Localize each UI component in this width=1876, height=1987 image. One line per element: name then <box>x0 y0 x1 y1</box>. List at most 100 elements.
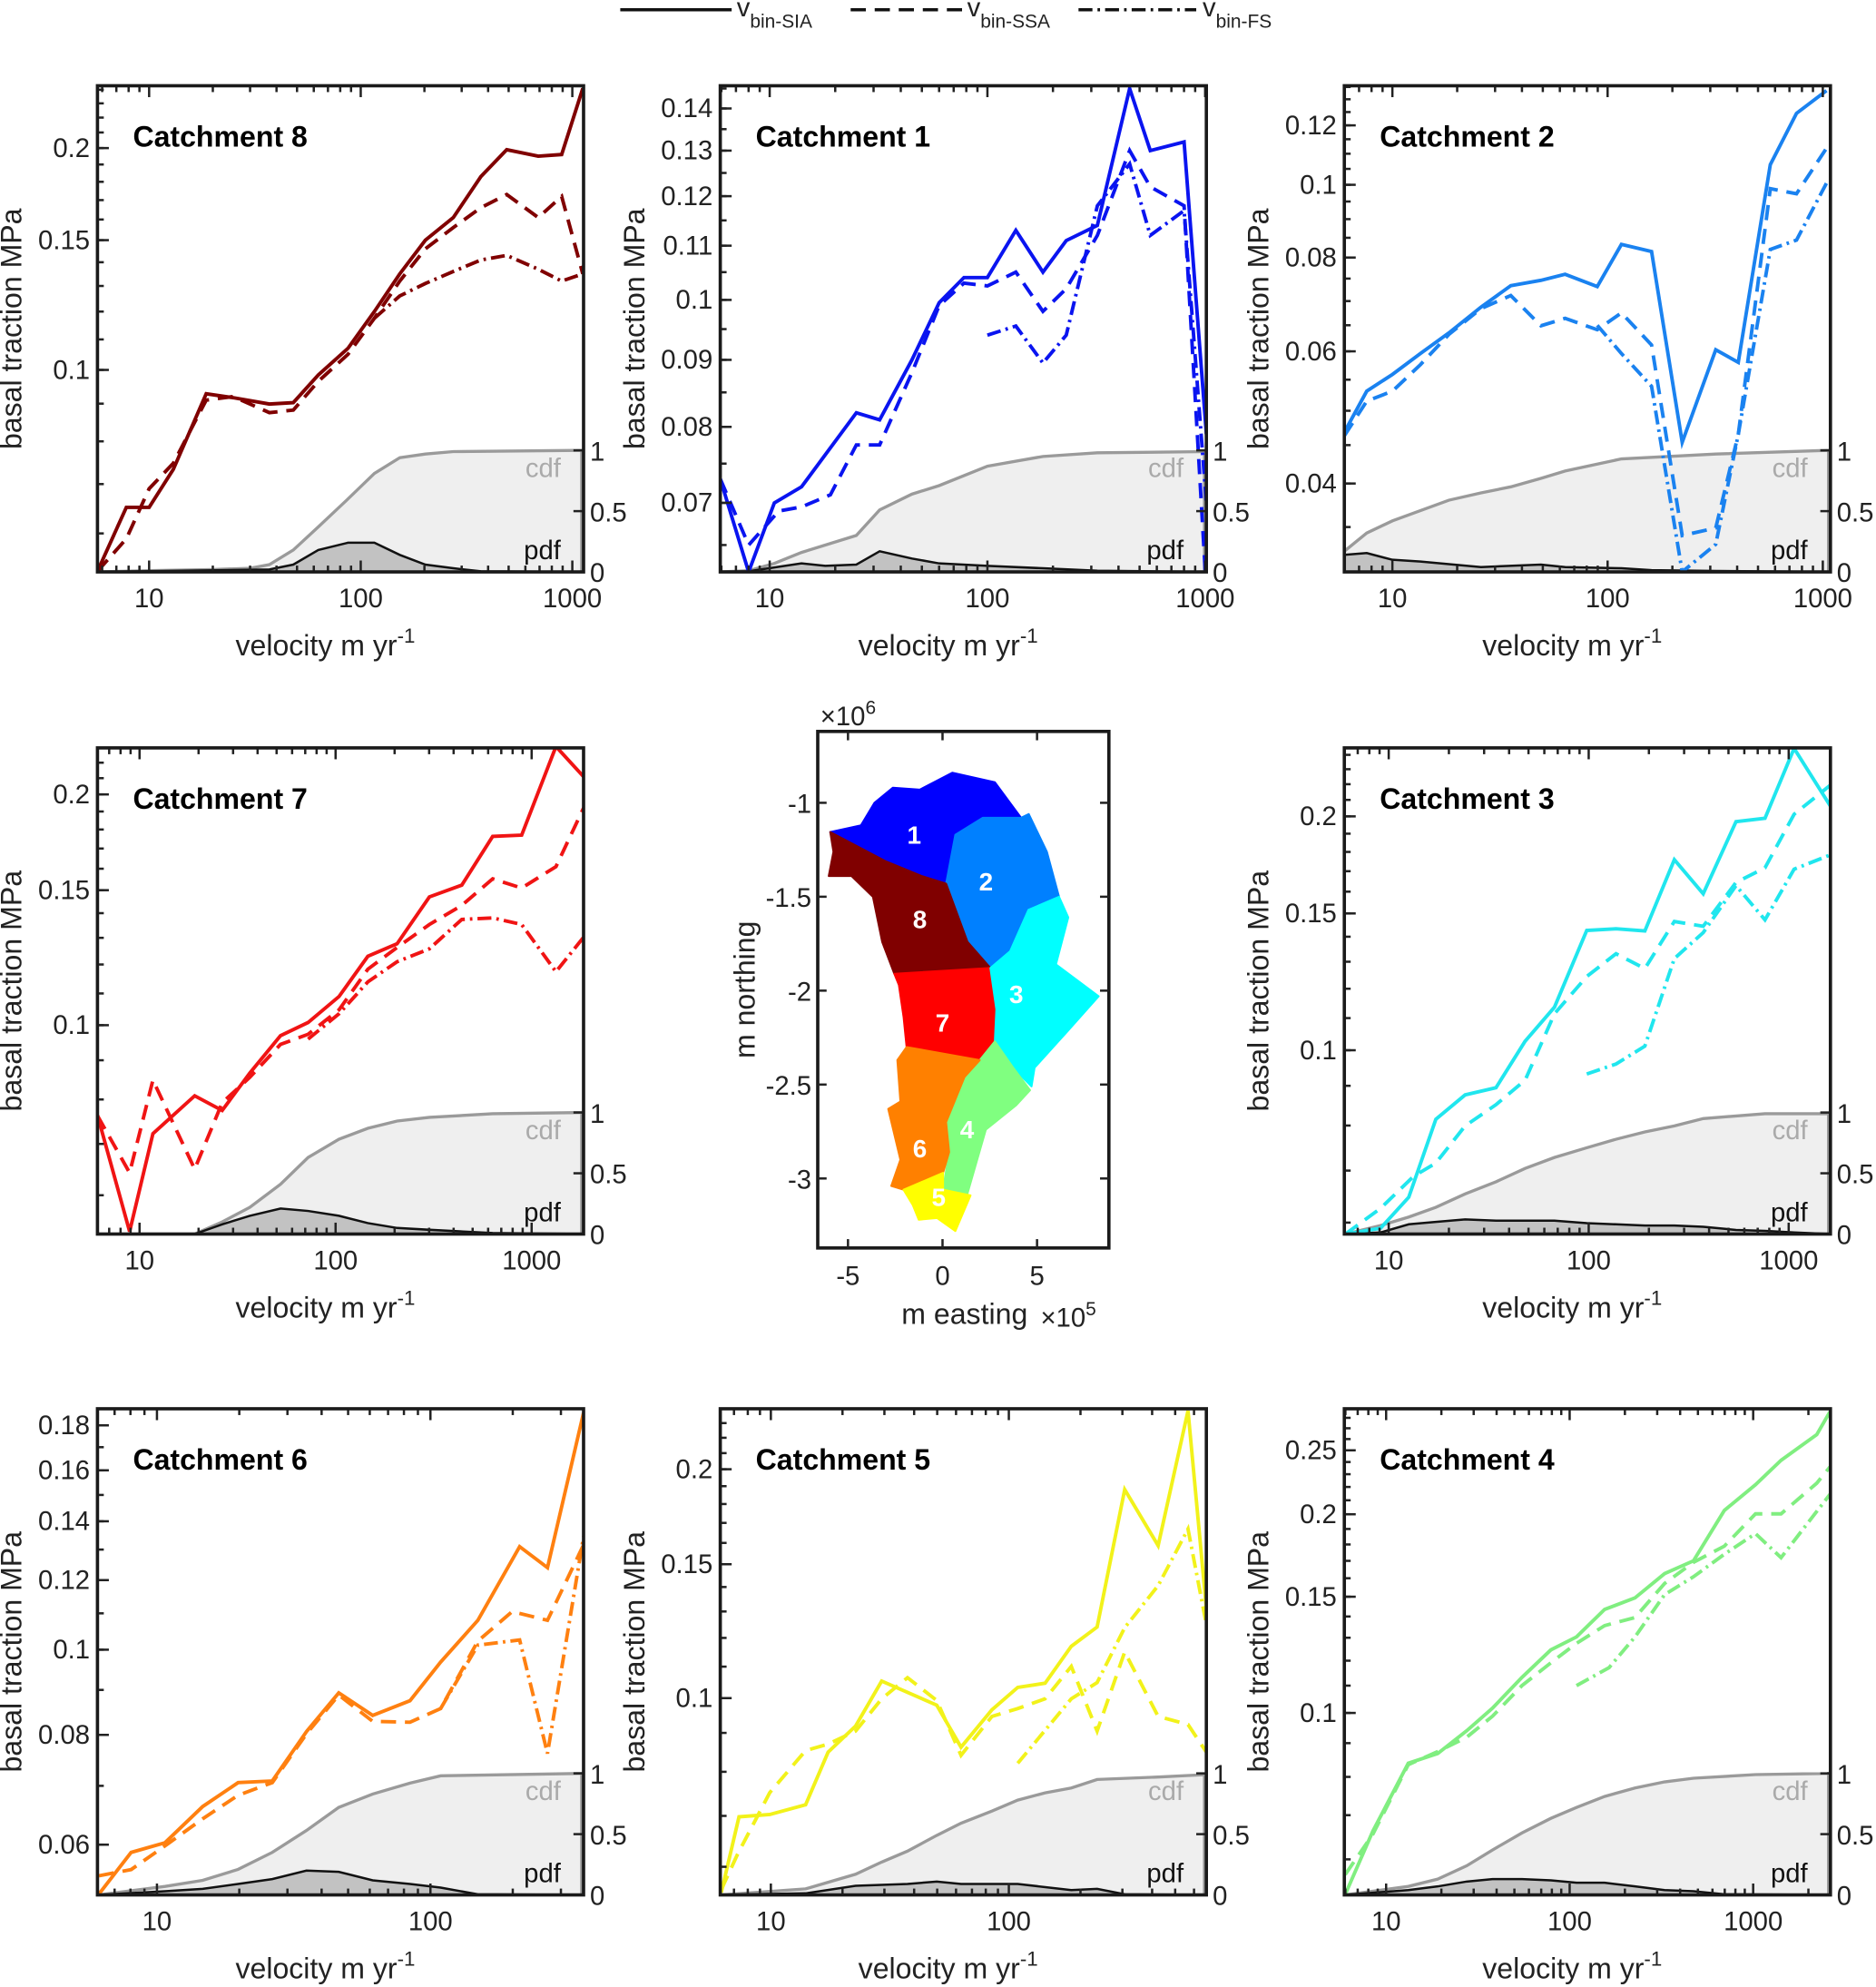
catchment-region-label: 8 <box>913 905 928 933</box>
catchment-region-label: 7 <box>936 1008 950 1037</box>
x-axis-label: velocity m yr-1 <box>235 625 415 662</box>
pdf-area <box>98 1870 584 1895</box>
pdf-label: pdf <box>524 1198 562 1228</box>
map-x-multiplier: ×105 <box>1040 1299 1095 1333</box>
x-tick-label: 10 <box>142 1907 172 1937</box>
x-tick-label: 100 <box>1567 1246 1611 1276</box>
y-tick-label: 0.12 <box>1285 111 1337 141</box>
pdf-label: pdf <box>1771 536 1809 566</box>
y-axis-label: basal traction MPa <box>1242 1531 1275 1773</box>
catchment-region-label: 6 <box>913 1135 928 1163</box>
y2-tick-label: 0.5 <box>1213 1821 1250 1851</box>
y2-tick-label: 0.5 <box>1837 1821 1874 1851</box>
y2-tick-label: 0.5 <box>590 1160 627 1190</box>
panel-title: Catchment 3 <box>1380 782 1554 815</box>
plot-area <box>97 87 584 573</box>
x-axis-label: velocity m yr-1 <box>235 1948 415 1985</box>
y-axis-label: basal traction MPa <box>0 208 28 449</box>
series-line-v-bin-sia <box>97 87 584 573</box>
y-axis-label: basal traction MPa <box>1242 871 1275 1112</box>
x-tick-label: 100 <box>1586 584 1630 614</box>
y-axis-label: basal traction MPa <box>1242 208 1275 449</box>
y2-tick-label: 0.5 <box>590 1821 627 1851</box>
x-axis-label-text: velocity m yr <box>859 1953 1020 1985</box>
series-line-v-bin-ssa <box>97 807 584 1178</box>
plot-area <box>720 85 1207 573</box>
cdf-line <box>1345 1112 1831 1234</box>
cdf-label: cdf <box>525 1116 562 1146</box>
cdf-line <box>721 1773 1207 1895</box>
legend: vbin-SIA vbin-SSA vbin-FS <box>620 0 1272 32</box>
panel-catchment: 0.1 0.15 0.2 10 100 1000 0 0.5 1 Catchment 7 cdf pd… <box>0 746 627 1324</box>
y-tick-label: 0.06 <box>1285 337 1337 367</box>
x-axis-label: velocity m yr-1 <box>1482 1287 1662 1324</box>
legend-label-ssa: vbin-SSA <box>967 0 1050 32</box>
panel-title: Catchment 6 <box>133 1443 307 1476</box>
cdf-label: cdf <box>1773 453 1809 483</box>
pdf-label: pdf <box>1771 1859 1809 1889</box>
x-axis-label-exponent: -1 <box>1020 1948 1038 1971</box>
x-tick-label: 100 <box>313 1246 358 1276</box>
pdf-label: pdf <box>1146 536 1184 566</box>
cdf-area <box>97 1112 584 1234</box>
y2-tick-label: 1 <box>590 437 604 467</box>
map-y-tick-label: -1.5 <box>766 883 811 913</box>
plot-area <box>1344 89 1831 573</box>
x-axis-label-text: velocity m yr <box>859 629 1020 662</box>
catchment-region-label: 1 <box>907 821 921 849</box>
x-axis-label: velocity m yr-1 <box>1482 1948 1662 1985</box>
cdf-label: cdf <box>525 1776 562 1806</box>
x-axis-label-exponent: -1 <box>1020 625 1038 647</box>
axes-frame <box>718 84 1208 574</box>
x-tick-label: 10 <box>1378 584 1408 614</box>
cdf-area <box>1345 1773 1831 1895</box>
x-tick-label: 1000 <box>1175 584 1234 614</box>
cdf-area <box>721 1774 1207 1895</box>
x-tick-label: 100 <box>966 584 1010 614</box>
x-axis-label-text: velocity m yr <box>235 629 397 662</box>
x-axis-label-exponent: -1 <box>398 625 416 647</box>
pdf-line <box>1345 1877 1831 1895</box>
series-line-v-bin-ssa <box>97 192 584 573</box>
series-line-v-bin-ssa <box>1344 1465 1831 1876</box>
series-line-v-bin-ssa <box>1344 147 1829 538</box>
x-tick-label: 1000 <box>1793 584 1852 614</box>
axes-frame <box>95 1407 585 1897</box>
map-y-tick-label: -2.5 <box>766 1071 811 1101</box>
pdf-label: pdf <box>1146 1859 1184 1889</box>
y-tick-label: 0.09 <box>661 345 712 375</box>
axes-frame <box>1342 746 1832 1236</box>
map-y-tick-label: -2 <box>788 978 811 1008</box>
catchment-region-label: 3 <box>1009 980 1024 1008</box>
map-x-tick-label: 5 <box>1029 1261 1044 1291</box>
x-axis-label-exponent: -1 <box>1644 1287 1662 1310</box>
plot-area <box>1344 747 1831 1234</box>
series-line-v-bin-sia <box>97 1412 584 1895</box>
y-tick-label: 0.04 <box>1285 468 1337 498</box>
x-axis-label-text: velocity m yr <box>235 1292 397 1324</box>
y-tick-label: 0.2 <box>53 780 90 810</box>
series-line-v-bin-fs <box>438 1536 584 1755</box>
series-line-v-bin-ssa <box>98 1544 584 1878</box>
pdf-line <box>721 1880 1207 1895</box>
y-tick-label: 0.14 <box>38 1507 90 1537</box>
x-tick-label: 10 <box>1374 1246 1404 1276</box>
x-axis-label-exponent: -1 <box>398 1948 416 1971</box>
y2-tick-label: 0 <box>590 1221 604 1251</box>
y-tick-label: 0.16 <box>38 1456 90 1486</box>
cdf-area <box>98 1773 584 1895</box>
x-axis-label-text: velocity m yr <box>1482 629 1644 662</box>
y2-tick-label: 1 <box>1837 1760 1851 1790</box>
axes-frame <box>95 746 585 1236</box>
x-tick-label: 10 <box>134 584 164 614</box>
x-axis-label: velocity m yr-1 <box>235 1287 415 1324</box>
panel-catchment: 0.1 0.15 0.2 10 100 0 0.5 1 Catchment 5 cdf pdf bas… <box>618 1407 1250 1985</box>
y2-tick-label: 1 <box>1837 1099 1851 1129</box>
plot-area <box>97 747 584 1234</box>
panel-catchment: 0.06 0.08 0.1 0.12 0.14 0.16 0.18 10 100 0 0.5 1 Cat… <box>0 1407 627 1985</box>
y-tick-label: 0.1 <box>53 355 90 385</box>
y-tick-label: 0.15 <box>1285 899 1337 929</box>
x-axis-label: velocity m yr-1 <box>859 1948 1038 1985</box>
